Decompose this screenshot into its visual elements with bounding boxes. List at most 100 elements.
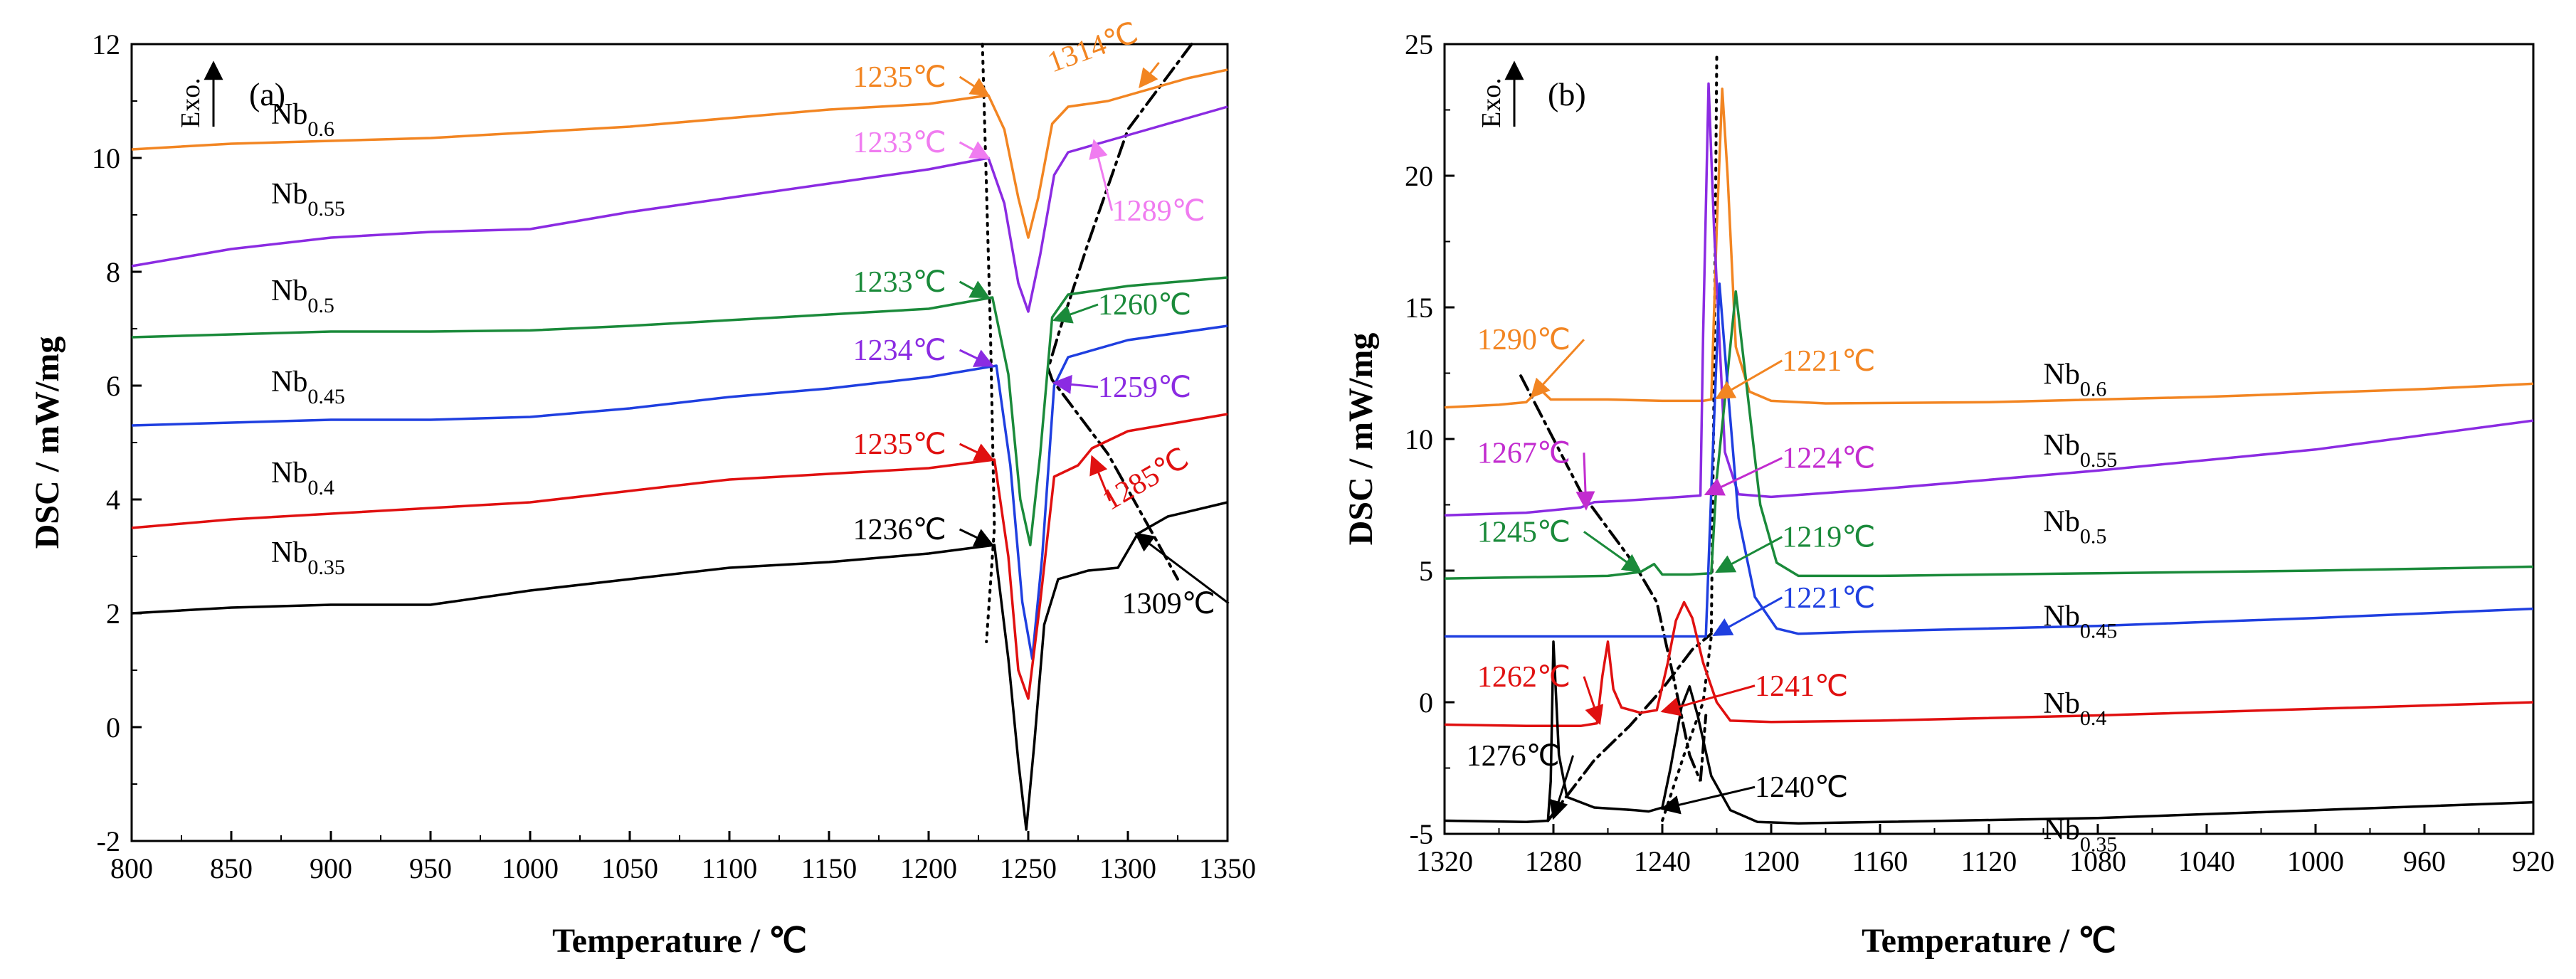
annotation-label: 1241℃ bbox=[1755, 670, 1848, 703]
x-tick-label: 1350 bbox=[1199, 852, 1256, 884]
annotation-arrow-icon bbox=[1660, 684, 1756, 716]
annotation-arrow-icon bbox=[1583, 531, 1642, 573]
series-label: Nb0.6 bbox=[271, 98, 334, 141]
annotation-arrow-icon bbox=[959, 75, 991, 97]
annotation-label: 1259℃ bbox=[1098, 371, 1191, 404]
x-tick-label: 1000 bbox=[502, 852, 559, 884]
y-tick-label: 10 bbox=[1405, 423, 1433, 455]
y-tick-label: 15 bbox=[1405, 292, 1433, 324]
y-tick-label: -5 bbox=[1410, 818, 1433, 850]
series-label-subscript: 0.55 bbox=[307, 197, 345, 221]
series-label: Nb0.6 bbox=[2044, 358, 2107, 401]
y-tick-label: 8 bbox=[106, 256, 120, 288]
panel-a-x-axis-label: Temperature / ℃ bbox=[552, 922, 807, 960]
series-label-subscript: 0.4 bbox=[307, 476, 334, 499]
annotation-arrow-icon bbox=[1575, 453, 1595, 511]
x-tick-label: 920 bbox=[2512, 845, 2555, 877]
annotation-arrow-icon bbox=[1583, 676, 1604, 726]
panel-b-exo-label: Exo. bbox=[1477, 78, 1506, 128]
panel-b-annotations: 1290℃ 1221℃ 1267℃ 1224℃ 1245℃ 1219℃ 1221℃ 1262℃… bbox=[1467, 324, 1875, 820]
y-tick-label: 5 bbox=[1419, 555, 1433, 587]
annotation-arrow-icon bbox=[1660, 785, 1756, 815]
annotation-arrow-icon bbox=[959, 349, 995, 367]
annotation-label: 1285℃ bbox=[1097, 442, 1195, 517]
series-line-nb0-4 bbox=[131, 413, 1228, 700]
series-label: Nb0.5 bbox=[271, 275, 334, 317]
series-label-subscript: 0.45 bbox=[307, 385, 345, 408]
series-label: Nb0.45 bbox=[271, 366, 345, 408]
x-tick-label: 1100 bbox=[702, 852, 758, 884]
annotation-arrow-icon bbox=[1530, 339, 1585, 398]
x-tick-label: 950 bbox=[409, 852, 452, 884]
x-tick-label: 800 bbox=[110, 852, 153, 884]
annotation-label: 1236℃ bbox=[853, 514, 946, 546]
series-label-main: Nb bbox=[271, 98, 307, 131]
x-tick-label: 960 bbox=[2403, 845, 2446, 877]
series-label-main: Nb bbox=[2044, 600, 2080, 633]
panel-b: 1320 1280 1240 1200 1160 1120 1080 1040 1000 960 9… bbox=[1342, 28, 2555, 960]
x-tick-label: 1200 bbox=[900, 852, 957, 884]
series-label: Nb0.4 bbox=[2044, 687, 2107, 730]
panel-a-ticks: 800 850 900 950 1000 1050 1100 1150 1200 1250 1300… bbox=[92, 28, 1256, 884]
annotation-arrow-icon bbox=[959, 141, 991, 159]
panel-b-plot-frame bbox=[1443, 43, 2535, 835]
series-label-subscript: 0.6 bbox=[2080, 377, 2107, 401]
annotation-label: 1290℃ bbox=[1477, 324, 1571, 356]
annotation-label: 1240℃ bbox=[1755, 771, 1848, 804]
annotation-label: 1289℃ bbox=[1112, 195, 1205, 228]
panel-a-plot-frame bbox=[130, 43, 1229, 842]
series-line-nb0-6 bbox=[1444, 88, 2534, 409]
annotation-label: 1276℃ bbox=[1467, 740, 1560, 773]
panel-a-exo-label: Exo. bbox=[176, 78, 206, 128]
dashdot-guide-line bbox=[1546, 632, 1713, 822]
series-label-main: Nb bbox=[2044, 687, 2080, 720]
x-tick-label: 1300 bbox=[1099, 852, 1156, 884]
y-tick-label: 12 bbox=[92, 28, 120, 60]
x-tick-label: 1080 bbox=[2069, 845, 2126, 877]
series-line-nb0-45 bbox=[1445, 282, 2534, 638]
y-tick-label: 0 bbox=[1419, 687, 1433, 719]
x-tick-label: 1240 bbox=[1634, 845, 1691, 877]
annotation-arrow-icon bbox=[1089, 139, 1114, 211]
annotation-arrow-icon bbox=[959, 280, 991, 299]
x-tick-label: 1050 bbox=[601, 852, 658, 884]
series-label-main: Nb bbox=[2044, 506, 2080, 539]
x-tick-label: 900 bbox=[310, 852, 352, 884]
annotation-label: 1233℃ bbox=[853, 266, 946, 299]
annotation-label: 1235℃ bbox=[853, 61, 946, 94]
series-label: Nb0.35 bbox=[2044, 813, 2118, 856]
series-label-main: Nb bbox=[271, 366, 307, 398]
annotation-arrow-icon bbox=[1715, 536, 1783, 573]
series-line-nb0-6 bbox=[131, 68, 1228, 239]
annotation-arrow-icon bbox=[1704, 457, 1783, 496]
annotation-arrow-icon bbox=[1712, 596, 1783, 636]
series-line-nb0-5 bbox=[1444, 290, 2534, 580]
annotation-label: 1233℃ bbox=[853, 127, 946, 159]
annotation-arrow-icon bbox=[1052, 374, 1099, 394]
series-label: Nb0.55 bbox=[2044, 429, 2118, 472]
panel-a: 800 850 900 950 1000 1050 1100 1150 1200 1250 1300… bbox=[28, 16, 1256, 960]
series-line-nb0-35 bbox=[1444, 640, 2534, 825]
series-label-main: Nb bbox=[271, 275, 307, 307]
series-line-nb0-4 bbox=[1444, 600, 2534, 728]
annotation-arrow-icon bbox=[1715, 359, 1783, 399]
panel-b-exo-indicator: Exo. bbox=[1477, 60, 1524, 128]
annotation-label: 1314℃ bbox=[1043, 16, 1142, 79]
annotation-label: 1234℃ bbox=[853, 334, 946, 367]
series-label-subscript: 0.6 bbox=[307, 117, 334, 141]
y-tick-label: -2 bbox=[97, 825, 120, 857]
x-tick-label: 850 bbox=[210, 852, 253, 884]
annotation-arrow-icon bbox=[1134, 532, 1230, 605]
panel-a-annotations: 1235℃ 1314℃ 1233℃ 1289℃ 1233℃ 1260℃ 1234℃ 1259℃… bbox=[853, 16, 1230, 620]
panel-a-letter: (a) bbox=[249, 76, 285, 112]
annotation-arrow-icon bbox=[959, 528, 995, 546]
series-label: Nb0.35 bbox=[271, 536, 345, 579]
panel-b-y-axis-label: DSC / mW/mg bbox=[1342, 333, 1380, 546]
panel-b-letter: (b) bbox=[1548, 76, 1586, 112]
annotation-arrow-icon bbox=[1052, 303, 1099, 324]
panel-a-exo-indicator: Exo. bbox=[176, 60, 223, 128]
series-label-main: Nb bbox=[271, 457, 307, 490]
